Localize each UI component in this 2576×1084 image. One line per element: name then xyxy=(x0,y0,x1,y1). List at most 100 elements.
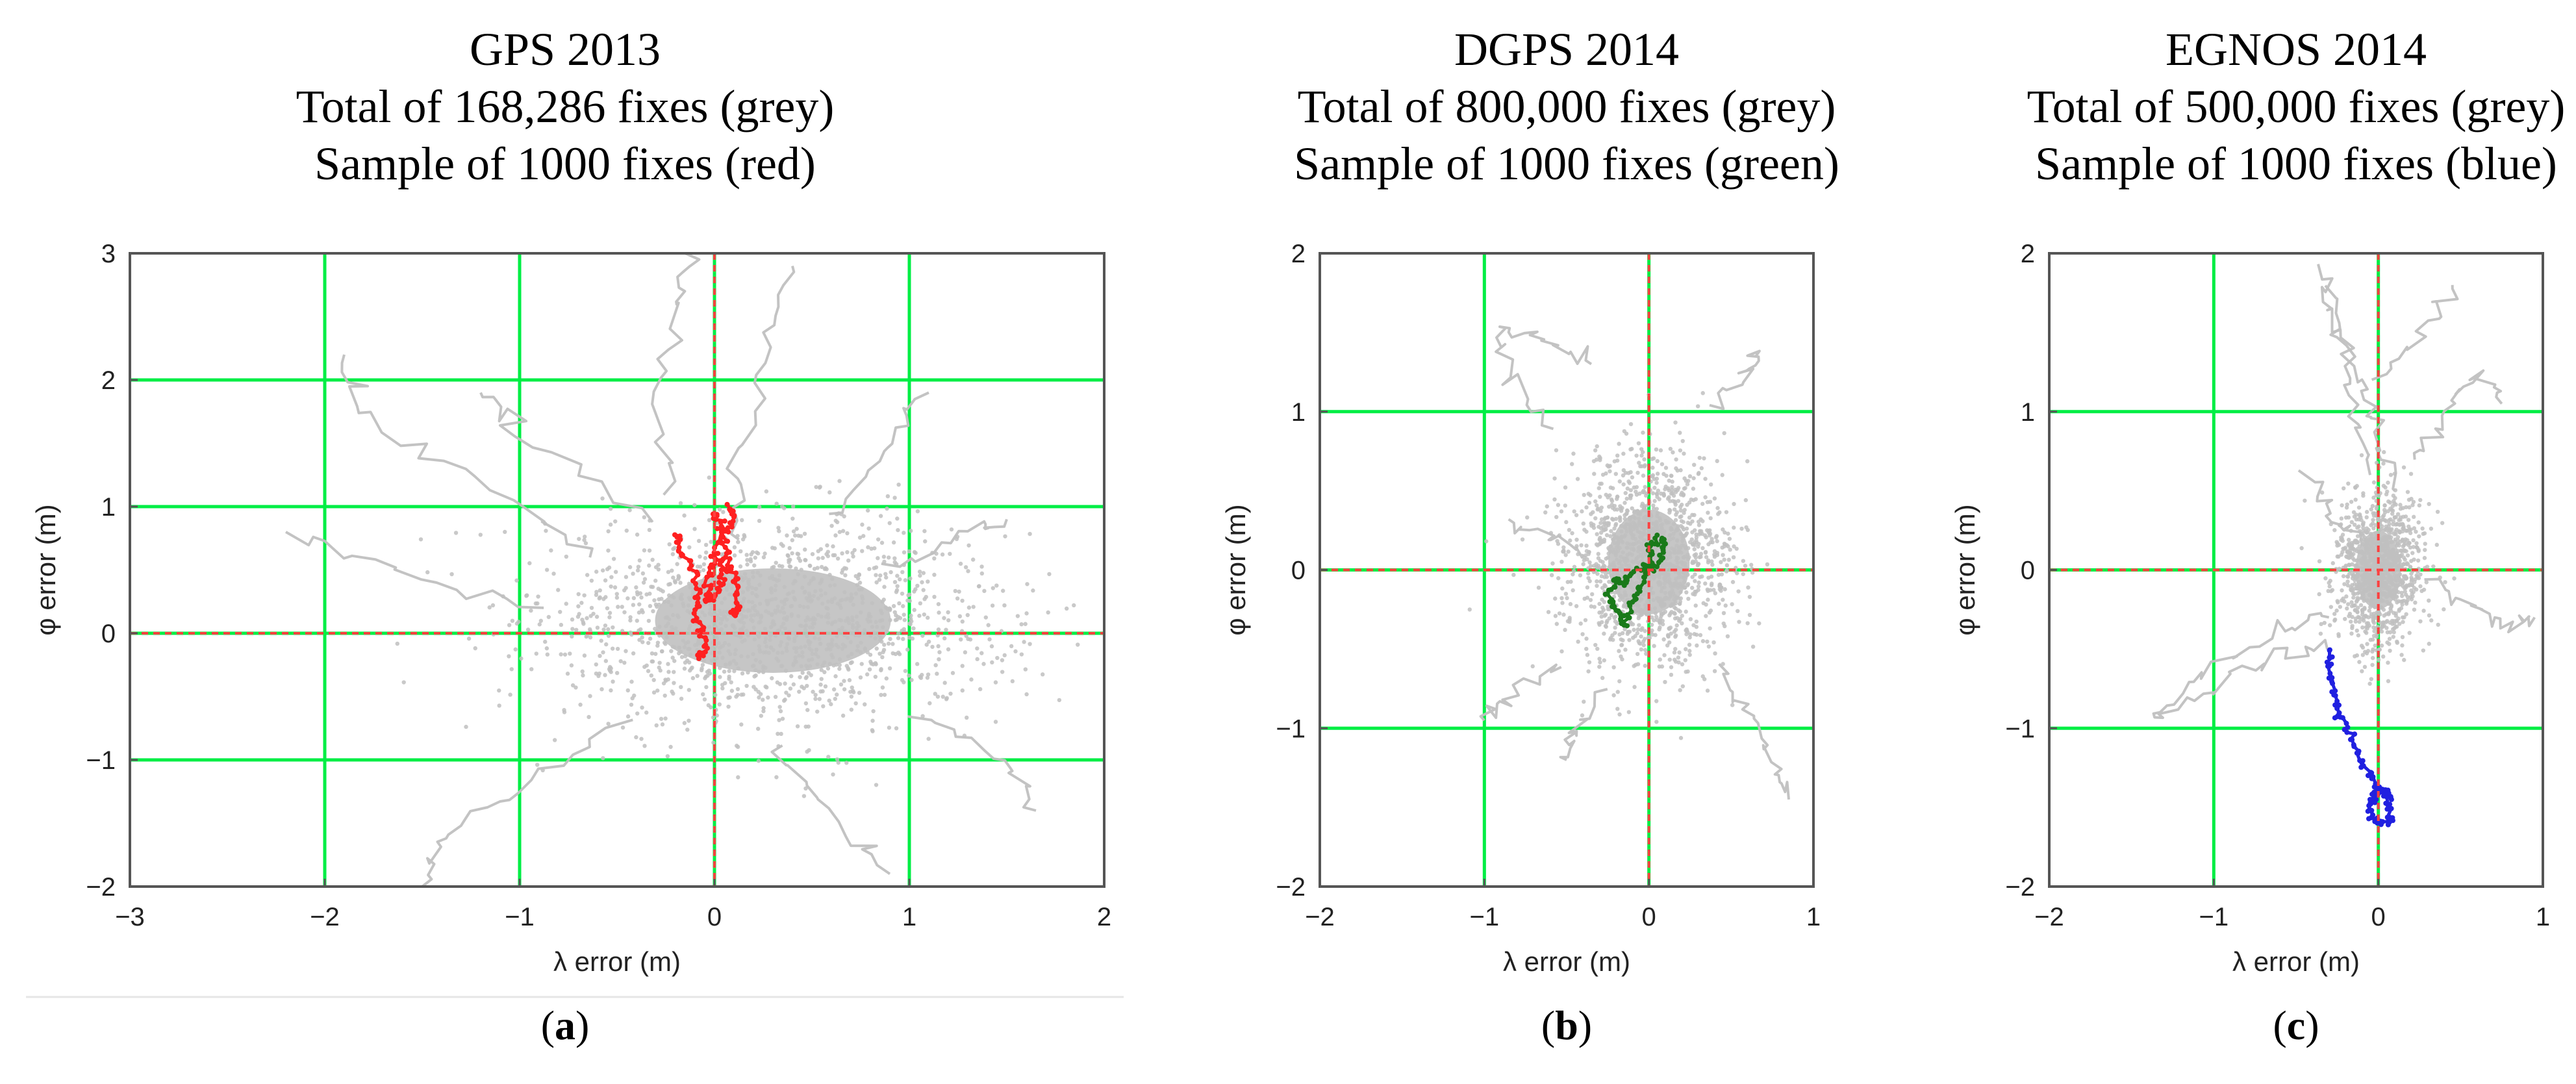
data-point xyxy=(1571,451,1576,456)
y-tick-label: 1 xyxy=(101,493,116,522)
data-point xyxy=(1741,572,1745,577)
data-point xyxy=(937,611,941,615)
data-point xyxy=(851,554,855,559)
data-point xyxy=(990,660,994,665)
data-point xyxy=(936,627,941,632)
data-point xyxy=(926,615,930,620)
x-tick-label: −2 xyxy=(310,903,340,931)
data-point xyxy=(888,607,892,611)
data-point xyxy=(650,659,654,664)
data-point xyxy=(1617,515,1623,520)
data-point xyxy=(631,603,636,607)
data-point xyxy=(1584,543,1589,548)
data-point xyxy=(713,692,718,698)
data-point xyxy=(833,533,838,538)
data-point xyxy=(1698,633,1703,638)
data-point xyxy=(1588,564,1593,568)
data-point xyxy=(2399,590,2404,596)
data-point xyxy=(886,555,891,560)
data-point xyxy=(2370,637,2375,642)
data-point xyxy=(1556,576,1561,581)
chart-title-line: Sample of 1000 fixes (green) xyxy=(1294,138,1839,190)
data-point xyxy=(1672,650,1677,655)
sample-point xyxy=(696,656,701,661)
data-point xyxy=(766,695,770,700)
data-point xyxy=(582,538,587,542)
data-point xyxy=(544,529,548,533)
data-point xyxy=(2400,643,2405,648)
data-point xyxy=(1680,662,1685,666)
data-point xyxy=(613,519,618,523)
data-point xyxy=(1666,634,1671,638)
data-point xyxy=(1687,649,1692,653)
data-point xyxy=(968,637,973,642)
data-point xyxy=(847,678,852,683)
data-point xyxy=(865,672,870,677)
data-point xyxy=(2342,582,2347,586)
data-point xyxy=(1696,584,1701,589)
data-point xyxy=(1670,485,1674,490)
data-point xyxy=(2434,542,2440,548)
data-point xyxy=(963,650,968,655)
data-point xyxy=(1630,622,1635,627)
data-point xyxy=(2424,580,2429,585)
data-point xyxy=(696,538,701,544)
data-point xyxy=(1596,506,1600,511)
data-point xyxy=(852,548,857,553)
data-point xyxy=(1691,592,1695,596)
data-point xyxy=(2410,503,2415,507)
data-point xyxy=(920,633,925,638)
data-point xyxy=(2400,602,2405,607)
data-point xyxy=(2402,615,2406,620)
data-point xyxy=(896,614,900,620)
data-point xyxy=(1715,459,1719,464)
data-point xyxy=(888,637,892,642)
data-point xyxy=(820,555,825,561)
data-point xyxy=(671,691,676,696)
data-point xyxy=(920,714,925,718)
data-point xyxy=(1667,478,1671,483)
data-point xyxy=(942,616,946,620)
data-point xyxy=(587,714,591,720)
data-point xyxy=(640,635,644,640)
data-point xyxy=(2317,592,2321,597)
data-point xyxy=(2336,542,2342,548)
data-point xyxy=(2399,594,2405,598)
data-point xyxy=(720,686,725,691)
data-point xyxy=(909,613,913,618)
data-point xyxy=(1583,618,1588,622)
data-point xyxy=(606,722,611,726)
data-point xyxy=(2423,542,2427,546)
data-point xyxy=(2352,548,2357,553)
data-point xyxy=(1599,614,1604,619)
data-point xyxy=(570,627,575,631)
plot-area xyxy=(130,253,1104,887)
data-point xyxy=(1599,574,1604,579)
data-point xyxy=(707,475,711,480)
data-point xyxy=(774,561,778,565)
data-point xyxy=(1569,579,1573,584)
data-point xyxy=(1678,736,1684,740)
sample-point xyxy=(716,574,722,580)
x-tick-label: −3 xyxy=(115,903,145,931)
data-point xyxy=(1719,560,1723,564)
data-point xyxy=(726,696,731,700)
data-point xyxy=(2381,461,2386,466)
data-point xyxy=(792,533,798,538)
data-point xyxy=(640,640,645,644)
data-point xyxy=(2382,503,2387,508)
data-point xyxy=(625,596,630,601)
data-point xyxy=(915,509,920,514)
sample-point xyxy=(687,566,692,572)
data-point xyxy=(608,522,613,527)
data-point xyxy=(1657,627,1661,632)
data-point xyxy=(826,554,830,559)
data-point xyxy=(614,595,620,600)
data-point xyxy=(1643,663,1647,668)
data-point xyxy=(1717,601,1721,606)
data-point xyxy=(1678,468,1683,473)
data-point xyxy=(1602,522,1607,526)
y-tick-label: 0 xyxy=(101,620,116,648)
data-point xyxy=(907,621,912,626)
data-point xyxy=(935,672,939,676)
